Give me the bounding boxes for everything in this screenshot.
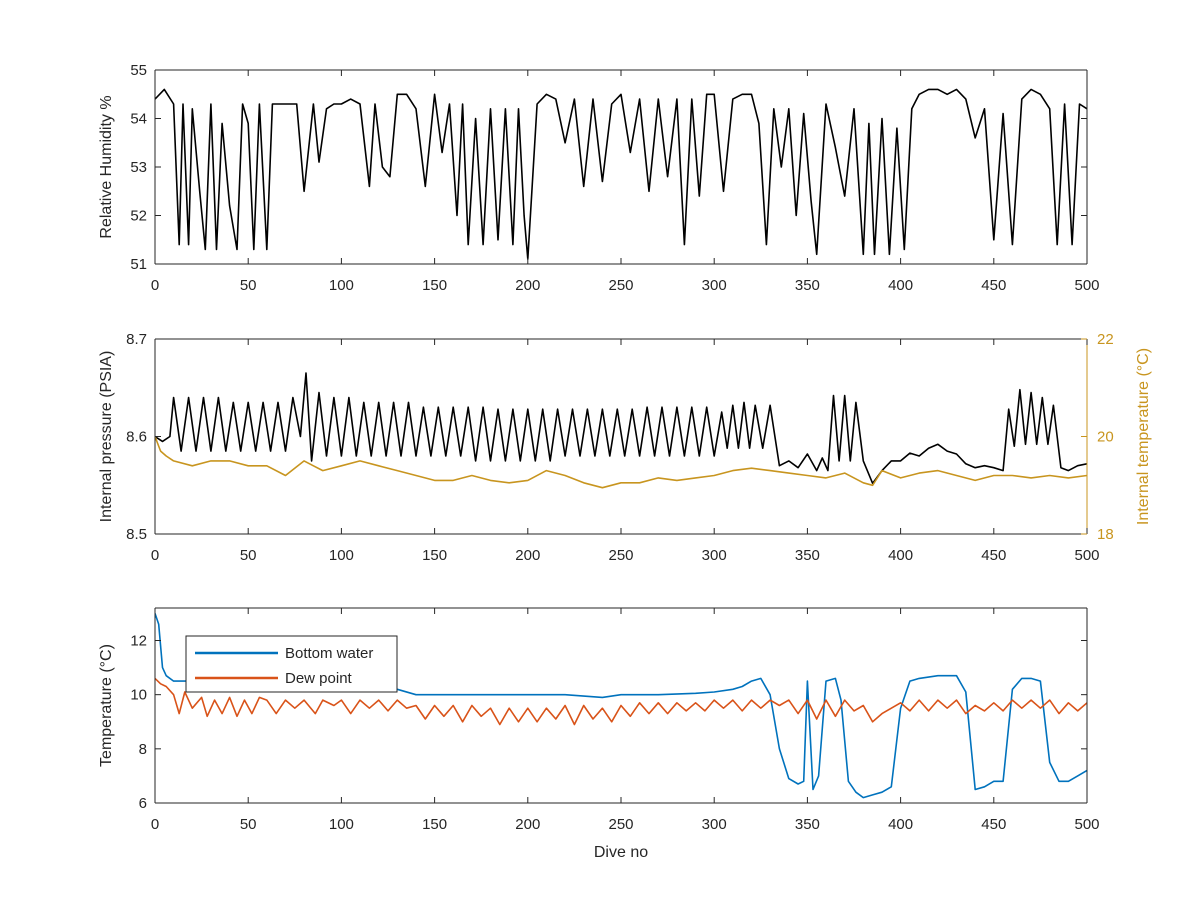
pressure-panel: 0 50 100 150 200 250 300 350 400 450 500 8.5 8.6 8.7 1… (98, 331, 1152, 564)
x-tick-label: 300 (702, 547, 727, 564)
y-tick-label: 6 (139, 795, 147, 812)
y-axis-label: Internal pressure (PSIA) (98, 351, 115, 523)
x-tick-label: 500 (1074, 277, 1099, 294)
x-tick-label: 450 (981, 277, 1006, 294)
temperature-panel: 0 50 100 150 200 250 300 350 400 450 500 6 8 10 12 Temp… (98, 607, 1100, 861)
x-tick-label: 300 (702, 816, 727, 833)
x-tick-label: 250 (608, 816, 633, 833)
x-tick-label: 450 (981, 547, 1006, 564)
legend: Bottom water Dew point (185, 635, 398, 693)
x-axis-label: Dive no (594, 844, 648, 861)
x-tick-label: 500 (1074, 547, 1099, 564)
x-tick-label: 350 (795, 816, 820, 833)
x-tick-label: 50 (240, 277, 257, 294)
y-tick-label: 8.7 (126, 331, 147, 348)
x-tick-label: 250 (608, 547, 633, 564)
x-tick-label: 200 (515, 547, 540, 564)
y-tick-label: 12 (130, 633, 147, 650)
x-tick-label: 100 (329, 547, 354, 564)
x-tick-label: 50 (240, 547, 257, 564)
y-tick-label: 55 (130, 62, 147, 79)
x-tick-label: 350 (795, 277, 820, 294)
x-tick-label: 150 (422, 816, 447, 833)
x-tick-label: 0 (151, 547, 159, 564)
series-line-2-1 (155, 677, 1087, 726)
y-axis-label: Temperature (°C) (98, 644, 115, 767)
y-tick-label: 54 (130, 111, 147, 128)
y-axis-label-right: Internal temperature (°C) (1135, 348, 1152, 525)
x-tick-label: 200 (515, 277, 540, 294)
y-tick-label: 8 (139, 741, 147, 758)
legend-entry: Bottom water (285, 645, 373, 662)
y-tick-label: 8.5 (126, 526, 147, 543)
x-tick-label: 500 (1074, 816, 1099, 833)
x-tick-label: 200 (515, 816, 540, 833)
y-tick-label-right: 18 (1097, 526, 1114, 543)
y-tick-label: 51 (130, 256, 147, 273)
series-line-0-0 (155, 88, 1087, 260)
x-tick-label: 0 (151, 816, 159, 833)
x-tick-label: 300 (702, 277, 727, 294)
legend-entry: Dew point (285, 670, 353, 687)
y-tick-label-right: 20 (1097, 429, 1114, 446)
x-tick-label: 150 (422, 547, 447, 564)
x-tick-label: 400 (888, 547, 913, 564)
x-tick-label: 250 (608, 277, 633, 294)
series-line-1-1 (155, 436, 1087, 489)
x-tick-label: 150 (422, 277, 447, 294)
x-tick-label: 100 (329, 277, 354, 294)
x-tick-label: 450 (981, 816, 1006, 833)
humidity-panel: 0 50 100 150 200 250 300 350 400 450 500 51 52 53 54 55… (98, 62, 1100, 294)
y-tick-label-right: 22 (1097, 331, 1114, 348)
legend-box (185, 635, 398, 693)
y-tick-label: 53 (130, 159, 147, 176)
x-tick-label: 0 (151, 277, 159, 294)
y-tick-label: 8.6 (126, 429, 147, 446)
x-tick-label: 350 (795, 547, 820, 564)
y-tick-label: 52 (130, 208, 147, 225)
y-axis-label: Relative Humidity % (98, 95, 115, 238)
y-tick-label: 10 (130, 687, 147, 704)
series-line-1-0 (155, 372, 1087, 485)
x-tick-label: 100 (329, 816, 354, 833)
x-tick-label: 400 (888, 816, 913, 833)
x-tick-label: 400 (888, 277, 913, 294)
x-tick-label: 50 (240, 816, 257, 833)
